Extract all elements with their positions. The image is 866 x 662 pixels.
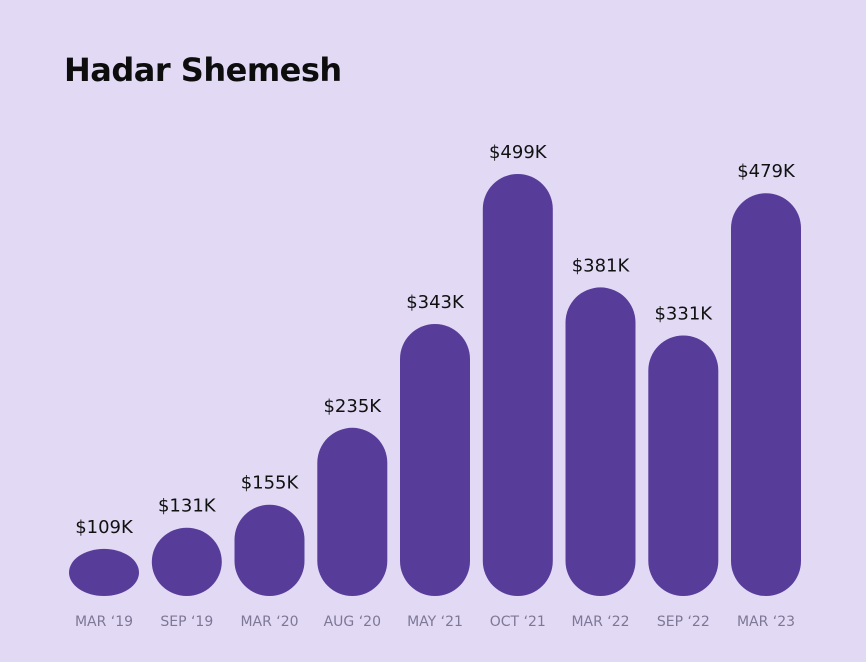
x-tick-label-3: AUG ‘20: [324, 614, 381, 630]
bar-0: [69, 548, 139, 596]
bar-6: [565, 287, 636, 596]
bar-8: [731, 193, 801, 596]
value-label-2: $155K: [241, 473, 300, 494]
value-label-7: $331K: [654, 304, 713, 325]
value-label-3: $235K: [323, 396, 382, 417]
bar-7: [648, 335, 719, 596]
value-label-1: $131K: [158, 496, 217, 517]
x-tick-label-4: MAY ‘21: [407, 614, 463, 630]
x-tick-label-1: SEP ‘19: [160, 614, 213, 630]
bar-4: [400, 324, 470, 596]
value-label-5: $499K: [489, 142, 548, 163]
x-tick-label-0: MAR ‘19: [75, 614, 133, 630]
x-tick-label-7: SEP ‘22: [657, 614, 710, 630]
value-label-6: $381K: [572, 255, 631, 276]
value-label-8: $479K: [737, 161, 796, 182]
x-tick-label-2: MAR ‘20: [240, 614, 298, 630]
bar-5: [482, 174, 553, 596]
bar-1: [151, 527, 222, 596]
x-tick-label-5: OCT ‘21: [490, 614, 546, 630]
value-label-4: $343K: [406, 292, 465, 313]
x-tick-label-6: MAR ‘22: [571, 614, 629, 630]
value-label-0: $109K: [75, 517, 134, 538]
bar-3: [317, 427, 388, 596]
x-tick-label-8: MAR ‘23: [737, 614, 795, 630]
bar-2: [234, 504, 305, 596]
chart-title: Hadar Shemesh: [64, 51, 342, 89]
